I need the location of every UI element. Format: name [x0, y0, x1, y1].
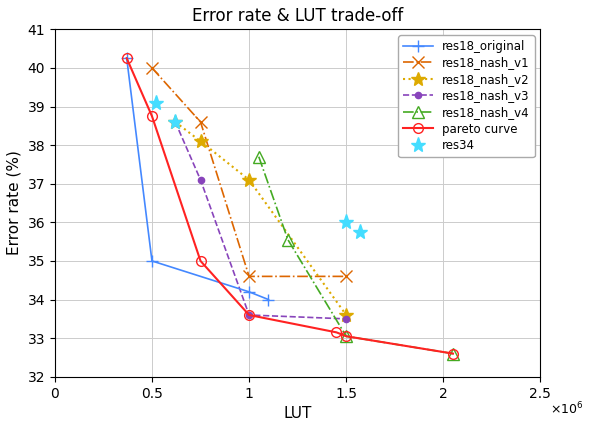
Line: res18_nash_v2: res18_nash_v2 [168, 115, 353, 322]
pareto curve [450, 351, 457, 356]
res18_nash_v4 [255, 154, 263, 159]
res18_nash_v3 [197, 177, 204, 182]
Legend: res18_original, res18_nash_v1, res18_nash_v2, res18_nash_v3, res18_nash_v4, pare: res18_original, res18_nash_v1, res18_nas… [398, 35, 535, 157]
Title: Error rate & LUT trade-off: Error rate & LUT trade-off [192, 7, 403, 25]
res18_nash_v1 [197, 119, 204, 125]
pareto curve [123, 56, 130, 61]
Line: res18_nash_v1: res18_nash_v1 [146, 62, 352, 282]
res34 [343, 220, 350, 225]
res18_nash_v4 [284, 237, 291, 242]
res18_nash_v2 [245, 177, 253, 182]
res18_nash_v2 [197, 139, 204, 144]
res18_nash_v2 [172, 119, 179, 125]
res18_original [265, 297, 272, 302]
pareto curve [197, 259, 204, 264]
res18_nash_v4 [450, 351, 457, 356]
res18_nash_v1 [343, 274, 350, 279]
pareto curve [149, 113, 156, 119]
res18_nash_v3 [245, 312, 253, 318]
Line: res18_nash_v4: res18_nash_v4 [253, 151, 458, 359]
res18_original [245, 289, 253, 294]
Line: res18_nash_v3: res18_nash_v3 [169, 116, 352, 325]
res34 [152, 100, 159, 105]
res18_original [123, 56, 130, 61]
Y-axis label: Error rate (%): Error rate (%) [7, 151, 22, 256]
res34 [172, 119, 179, 125]
res18_nash_v3 [172, 119, 179, 125]
res18_nash_v2 [343, 312, 350, 318]
res18_nash_v1 [245, 274, 253, 279]
Line: res34: res34 [148, 95, 368, 240]
Line: res18_original: res18_original [120, 52, 275, 306]
pareto curve [333, 330, 340, 335]
res34 [356, 229, 363, 235]
pareto curve [245, 312, 253, 318]
pareto curve [343, 334, 350, 339]
Line: pareto curve: pareto curve [122, 54, 458, 359]
res18_nash_v1 [149, 65, 156, 71]
res18_nash_v4 [343, 334, 350, 339]
X-axis label: LUT: LUT [283, 406, 312, 421]
res18_nash_v3 [343, 316, 350, 321]
res18_original [149, 259, 156, 264]
Text: $\times10^6$: $\times10^6$ [550, 401, 584, 418]
